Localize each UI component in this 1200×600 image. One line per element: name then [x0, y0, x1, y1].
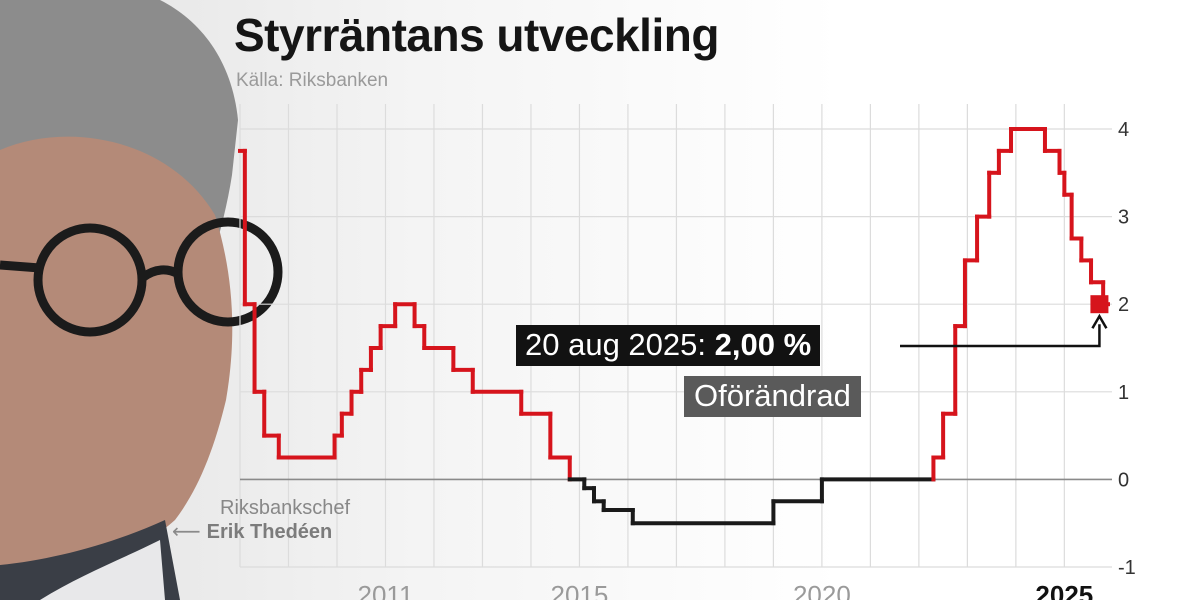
person-name: Erik Thedéen — [206, 521, 333, 543]
arrow-up-icon — [1091, 313, 1108, 329]
y-tick-label: 4 — [1118, 119, 1129, 141]
y-tick-label: 1 — [1118, 382, 1129, 404]
status-badge: Oförändrad — [684, 376, 861, 417]
callout-value: 2,00 % — [714, 327, 812, 362]
series-rate-line — [238, 127, 1110, 526]
y-tick-label: 3 — [1118, 207, 1129, 229]
chart-title: Styrräntans utveckling — [234, 9, 719, 61]
person-role: Riksbankschef — [220, 497, 351, 519]
shirt-collar — [40, 540, 165, 600]
callout-date: 20 aug 2025: — [525, 327, 715, 362]
rate-callout: 20 aug 2025: 2,00 % — [516, 325, 821, 366]
face — [0, 136, 233, 600]
x-axis-ticks: 2011 2015 2020 2025 — [358, 580, 1094, 600]
y-tick-label: -1 — [1118, 557, 1136, 579]
x-tick-label: 2015 — [551, 580, 609, 600]
portrait-photo — [0, 0, 283, 600]
x-tick-label: 2011 — [358, 580, 414, 600]
person-name-line: ⟵ Erik Thedéen — [172, 520, 350, 544]
current-rate-marker — [1090, 295, 1109, 314]
person-caption: Riksbankschef ⟵ Erik Thedéen — [172, 496, 350, 544]
y-tick-label: 0 — [1118, 469, 1129, 491]
x-tick-label: 2025 — [1035, 580, 1093, 600]
x-tick-label: 2020 — [793, 580, 851, 600]
grid — [239, 104, 1112, 568]
callout-leader-line — [900, 324, 1101, 348]
arrow-left-icon: ⟵ — [172, 521, 201, 543]
current-marker — [900, 295, 1109, 348]
chart-source: Källa: Riksbanken — [236, 70, 389, 91]
glasses — [0, 217, 283, 337]
y-tick-label: 2 — [1118, 294, 1129, 316]
y-axis-ticks: 4 3 2 1 0 -1 — [1118, 119, 1136, 579]
